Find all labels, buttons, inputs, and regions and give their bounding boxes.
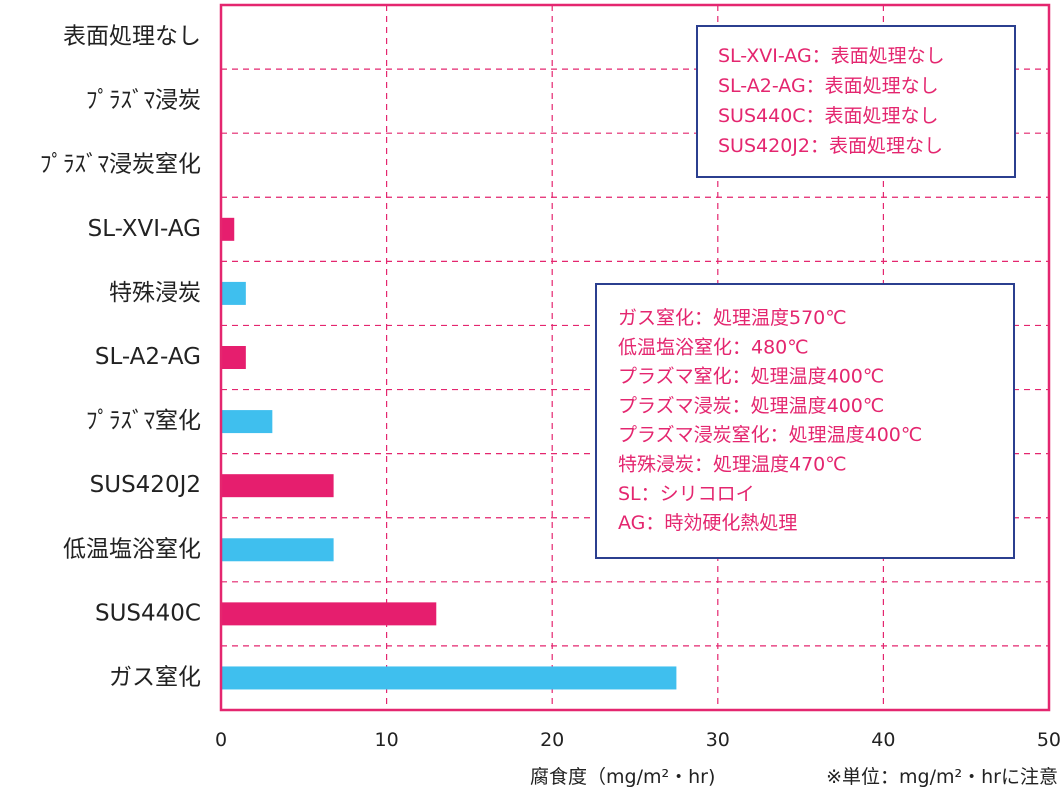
legend-box-1-lines: SL-XVI-AG：表面処理なし SL-A2-AG：表面処理なし SUS440C：表… [718, 45, 945, 157]
x-tick-label-0: 0 [215, 729, 227, 751]
legend-box-2-line-2: 低温塩浴窒化：480℃ [618, 336, 809, 358]
bar-5 [221, 281, 246, 305]
plot-border [219, 3, 1051, 712]
unit-note: ※単位：mg/m²・hrに注意 [826, 766, 1058, 788]
bar-11 [221, 666, 677, 690]
legend-box-2-frame [595, 283, 1015, 559]
bar-4 [221, 217, 235, 241]
legend-box-1-line-3: SUS440C：表面処理なし [718, 105, 939, 127]
category-label-4: SL-XVI-AG [88, 216, 201, 242]
x-tick-label-40: 40 [871, 729, 895, 751]
category-label-5: 特殊浸炭 [109, 280, 201, 306]
legend-box-2-lines: ガス窒化：処理温度570℃ 低温塩浴窒化：480℃ プラズマ窒化：処理温度400℃ プ… [618, 307, 922, 534]
legend-box-2: ガス窒化：処理温度570℃ 低温塩浴窒化：480℃ プラズマ窒化：処理温度400℃ プ… [595, 283, 1015, 559]
legend-box-2-line-7: SL：シリコロイ [618, 483, 755, 505]
category-label-11: ガス窒化 [109, 664, 201, 690]
bar-7 [221, 410, 273, 434]
legend-box-1-line-4: SUS420J2：表面処理なし [718, 135, 943, 157]
category-label-3: ﾌﾟﾗｽﾞﾏ浸炭窒化 [40, 152, 201, 178]
category-label-6: SL-A2-AG [95, 344, 201, 370]
legend-box-1-frame [696, 25, 1016, 178]
bar-10 [221, 602, 437, 626]
category-label-10: SUS440C [95, 600, 201, 626]
legend-box-2-line-5: プラズマ浸炭窒化：処理温度400℃ [618, 424, 922, 446]
legend-box-2-line-4: プラズマ浸炭：処理温度400℃ [618, 395, 884, 417]
category-label-1: 表面処理なし [63, 24, 201, 50]
bar-6 [221, 346, 246, 369]
legend-box-2-line-1: ガス窒化：処理温度570℃ [618, 307, 847, 329]
legend-box-2-line-3: プラズマ窒化：処理温度400℃ [618, 366, 884, 388]
plot-frame [219, 3, 1051, 712]
bar-8 [221, 474, 334, 498]
bars [221, 217, 677, 690]
category-label-2: ﾌﾟﾗｽﾞﾏ浸炭 [86, 88, 201, 114]
category-label-7: ﾌﾟﾗｽﾞﾏ窒化 [86, 408, 201, 434]
legend-box-1-line-2: SL-A2-AG：表面処理なし [718, 75, 939, 97]
x-tick-labels: 0 10 20 30 40 50 [215, 729, 1061, 751]
legend-box-2-line-8: AG：時効硬化熱処理 [618, 512, 797, 534]
x-axis-title: 腐食度（mg/m²・hr) [530, 766, 715, 788]
legend-box-1: SL-XVI-AG：表面処理なし SL-A2-AG：表面処理なし SUS440C：表… [696, 25, 1016, 178]
category-label-8: SUS420J2 [90, 472, 201, 498]
category-labels: 表面処理なし ﾌﾟﾗｽﾞﾏ浸炭 ﾌﾟﾗｽﾞﾏ浸炭窒化 SL-XVI-AG 特殊浸炭 SL-… [40, 24, 201, 691]
x-tick-label-10: 10 [375, 729, 399, 751]
legend-box-2-line-6: 特殊浸炭：処理温度470℃ [618, 454, 847, 476]
legend-box-1-line-1: SL-XVI-AG：表面処理なし [718, 45, 945, 67]
bar-9 [221, 538, 334, 562]
x-tick-label-30: 30 [706, 729, 730, 751]
x-tick-label-50: 50 [1037, 729, 1061, 751]
x-tick-label-20: 20 [540, 729, 564, 751]
category-label-9: 低温塩浴窒化 [63, 536, 201, 562]
